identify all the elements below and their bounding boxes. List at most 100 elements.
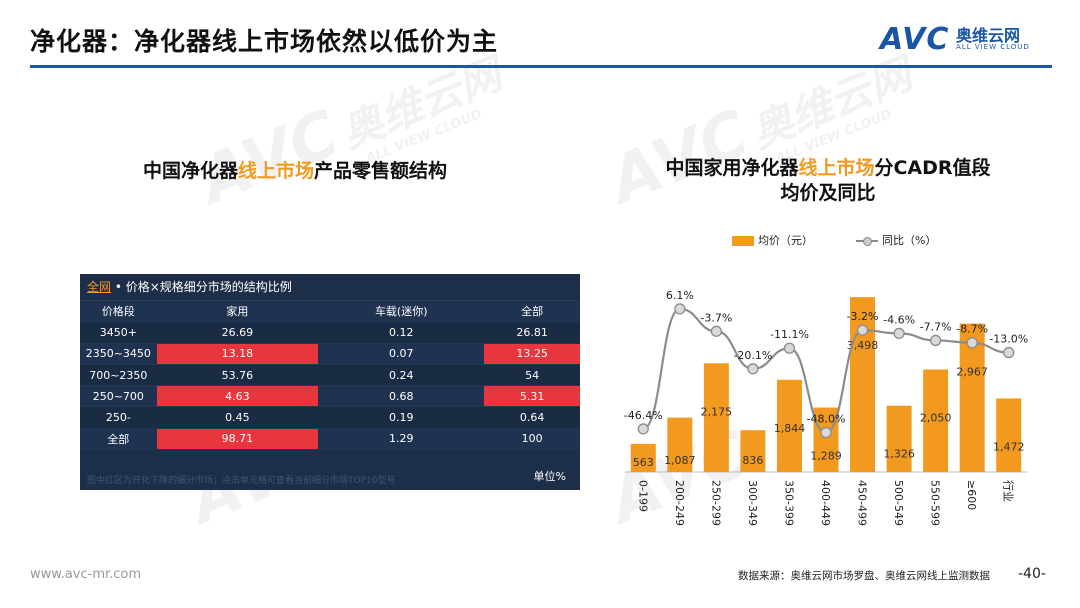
- bar-300-349: [740, 430, 766, 472]
- table-cell[interactable]: 54: [484, 364, 580, 387]
- table-cell[interactable]: 98.71: [156, 428, 319, 451]
- yoy-value-label: -4.6%: [883, 313, 915, 326]
- table-row: 250~700 4.63 0.68 5.31: [80, 385, 580, 408]
- logo-en-text: ALL VIEW CLOUD: [956, 43, 1030, 51]
- bar-500-549: [886, 405, 912, 472]
- bar-value-label: 1,289: [810, 450, 842, 463]
- yoy-value-label: -48.0%: [807, 413, 846, 426]
- table-cell: 3450+: [80, 321, 157, 344]
- yoy-point: [929, 334, 942, 347]
- table-row: 全部 98.71 1.29 100: [80, 428, 580, 451]
- table-cell[interactable]: 53.76: [156, 364, 319, 387]
- bar-value-label: 563: [633, 456, 654, 469]
- yoy-value-label: -3.7%: [700, 311, 732, 324]
- panel-footer: 图中红区为开化下降的细分市场；点击单元格可查看当前细分市场TOP10型号 单位%: [80, 468, 580, 490]
- legend-line-swatch: [856, 237, 878, 246]
- table-cell: 2350~3450: [80, 343, 157, 365]
- chart-legend-line: 同比（%）: [856, 232, 936, 248]
- unit-label: 单位%: [533, 470, 566, 483]
- structure-table: 价格段 家用 车载(迷你) 全部 3450+ 26.69 0.12 26.81 2350~345…: [80, 301, 580, 451]
- avc-logo: AVC 奥维云网 ALL VIEW CLOUD: [880, 22, 1050, 57]
- x-tick-label: 500-549: [892, 480, 905, 526]
- table-row: 3450+ 26.69 0.12 26.81: [80, 321, 580, 344]
- x-tick-label: ≥600: [965, 480, 978, 510]
- legend-bar-swatch: [732, 236, 754, 246]
- yoy-value-label: -8.7%: [956, 323, 988, 336]
- bar-550-599: [923, 369, 949, 472]
- cadr-price-chart: 563 0-199 1,087 200-249 2,175 250-299 836 300-3…: [624, 289, 1028, 526]
- table-cell: 250-: [80, 406, 157, 429]
- right-section-title: 中国家用净化器线上市场分CADR值段 均价及同比: [665, 157, 991, 204]
- x-tick-label: 250-299: [709, 480, 722, 526]
- yoy-point: [1003, 346, 1015, 359]
- bar-200-249: [667, 417, 693, 472]
- column-header: 车载(迷你): [318, 301, 485, 323]
- bar-450-499: [850, 297, 876, 472]
- bar-value-label: 3,498: [847, 339, 879, 352]
- logo-avc-text: AVC: [880, 22, 950, 57]
- yoy-point: [966, 337, 978, 349]
- footer-url: www.avc-mr.com: [30, 567, 142, 582]
- table-row: 700~2350 53.76 0.24 54: [80, 364, 580, 387]
- x-tick-label: 0-199: [636, 480, 649, 512]
- table-cell: 全部: [80, 428, 157, 451]
- page-title: 净化器：净化器线上市场依然以低价为主: [30, 27, 499, 56]
- table-cell[interactable]: 13.18: [156, 343, 319, 365]
- table-cell[interactable]: 1.29: [318, 428, 485, 451]
- bar-350-399: [776, 379, 802, 472]
- yoy-value-label: -20.1%: [733, 349, 772, 362]
- yoy-point: [783, 342, 796, 354]
- x-tick-label: 300-349: [746, 480, 759, 526]
- table-cell[interactable]: 0.68: [318, 385, 485, 408]
- bar-0-199: [630, 443, 656, 472]
- table-cell[interactable]: 0.24: [318, 364, 485, 387]
- table-cell[interactable]: 13.25: [484, 343, 580, 365]
- tab-all-network[interactable]: 全网: [87, 280, 112, 294]
- bar-250-299: [703, 363, 729, 472]
- bar-value-label: 1,472: [993, 440, 1025, 453]
- title-divider: [30, 65, 1052, 68]
- table-row: 2350~3450 13.18 0.07 13.25: [80, 343, 580, 365]
- footer-source: 数据来源：奥维云网市场罗盘、奥维云网线上监测数据: [738, 570, 990, 582]
- table-cell[interactable]: 0.45: [156, 406, 319, 429]
- bar-value-label: 836: [742, 454, 763, 467]
- yoy-value-label: 6.1%: [666, 289, 694, 302]
- chart-legend: 均价（元）: [732, 232, 813, 248]
- yoy-value-label: -46.4%: [624, 409, 663, 422]
- table-cell[interactable]: 5.31: [484, 385, 580, 408]
- column-header: 家用: [156, 301, 319, 323]
- x-tick-label: 400-449: [819, 480, 832, 526]
- page-number: -40-: [1018, 566, 1046, 582]
- yoy-point: [856, 324, 869, 336]
- yoy-point: [747, 363, 759, 375]
- panel-caption: • 价格×规格细分市场的结构比例: [111, 280, 292, 294]
- table-row: 250- 0.45 0.19 0.64: [80, 406, 580, 429]
- table-cell[interactable]: 26.81: [484, 321, 580, 344]
- column-header: 全部: [484, 301, 580, 323]
- legend-bar-label: 均价（元）: [758, 234, 813, 247]
- structure-table-panel: 全网 • 价格×规格细分市场的结构比例 价格段 家用 车载(迷你) 全部 3450+ 26…: [80, 274, 580, 490]
- table-cell[interactable]: 0.07: [318, 343, 485, 365]
- yoy-point: [893, 327, 905, 340]
- table-cell[interactable]: 26.69: [156, 321, 319, 344]
- yoy-value-label: -7.7%: [920, 320, 952, 333]
- table-cell[interactable]: 0.19: [318, 406, 485, 429]
- yoy-point: [674, 303, 686, 315]
- yoy-point: [637, 423, 649, 435]
- table-cell[interactable]: 0.12: [318, 321, 485, 344]
- logo-cn-text: 奥维云网: [956, 26, 1021, 45]
- bar-400-449: [813, 407, 839, 472]
- table-cell[interactable]: 0.64: [484, 406, 580, 429]
- yoy-point: [710, 325, 723, 337]
- x-tick-label: 350-399: [782, 480, 795, 526]
- bar-value-label: 1,087: [664, 454, 696, 467]
- bar-value-label: 1,844: [774, 422, 806, 435]
- x-tick-label: 450-499: [856, 480, 869, 526]
- table-cell: 700~2350: [80, 364, 157, 387]
- left-section-title: 中国净化器线上市场产品零售额结构: [142, 160, 448, 182]
- watermark: AVC奥维云网 ALL VIEW CLOUD: [190, 49, 509, 219]
- panel-footnote: 图中红区为开化下降的细分市场；点击单元格可查看当前细分市场TOP10型号: [87, 476, 396, 486]
- table-cell[interactable]: 4.63: [156, 385, 319, 408]
- table-cell[interactable]: 100: [484, 428, 580, 451]
- table-header-row: 价格段 家用 车载(迷你) 全部: [80, 301, 580, 323]
